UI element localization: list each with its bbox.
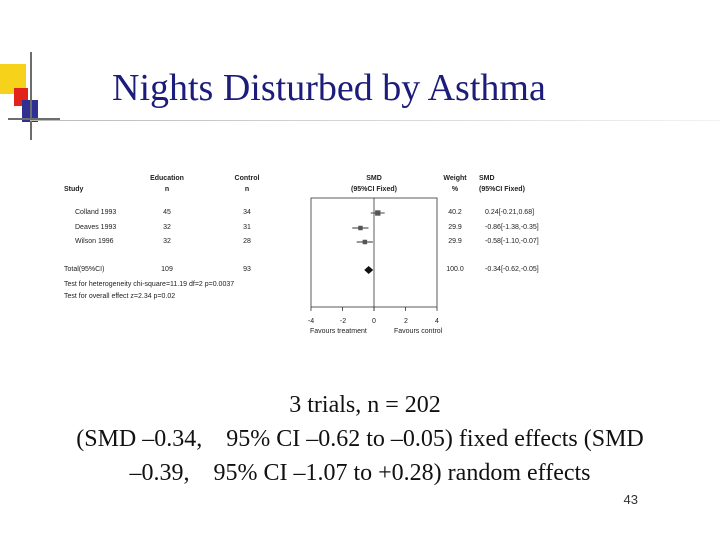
x-tick-label: 2 (404, 318, 408, 325)
summary-trials: 3 trials, n = 202 (289, 392, 441, 418)
study-point (358, 225, 363, 231)
favours-control-label: Favours control (394, 328, 443, 335)
total-weight: 100.0 (446, 266, 464, 273)
header-control: Control (234, 175, 260, 182)
total-education-n: 109 (161, 266, 173, 273)
header-study: Study (64, 186, 84, 193)
study-weight: 40.2 (448, 209, 462, 216)
total-control-n: 93 (243, 266, 251, 273)
x-tick-label: 4 (435, 318, 439, 325)
summary-random-effects: –0.39, 95% CI –1.07 to +0.28) random eff… (129, 460, 591, 486)
header-weight: Weight (443, 175, 467, 182)
favours-treatment-label: Favours treatment (310, 328, 367, 335)
x-tick-label: -2 (339, 318, 347, 325)
header-smd-ci: (95%CI Fixed) (479, 186, 525, 193)
slide-number: 43 (623, 492, 638, 507)
heterogeneity-test: Test for heterogeneity chi-square=11.19 … (64, 281, 235, 288)
study-education-n: 32 (163, 238, 171, 245)
header-smd: SMD (479, 175, 495, 182)
header-control-n: n (244, 186, 250, 193)
study-point (362, 239, 368, 245)
total-name: Total(95%CI) (64, 266, 105, 273)
decorative-vertical-line (30, 52, 32, 140)
study-smd-text: -0.58[-1.10,-0.07] (485, 238, 539, 245)
study-weight: 29.9 (448, 224, 462, 231)
study-smd-text: 0.24[-0.21,0.68] (485, 209, 535, 216)
header-education: Education (150, 175, 184, 182)
study-name: Deaves 1993 (75, 224, 117, 231)
x-tick-label: -4 (307, 318, 315, 325)
slide-title: Nights Disturbed by Asthma (112, 67, 546, 109)
study-name: Wilson 1996 (75, 238, 114, 245)
summary: 3 trials, n = 202 (SMD –0.34, 95% CI –0.… (0, 388, 720, 490)
study-control-n: 31 (243, 224, 251, 231)
study-name: Colland 1993 (75, 209, 117, 216)
summary-fixed-effects: (SMD –0.34, 95% CI –0.62 to –0.05) fixed… (76, 426, 644, 452)
study-control-n: 34 (243, 209, 251, 216)
study-control-n: 28 (243, 238, 251, 245)
total-smd-text: -0.34[-0.62,-0.05] (485, 266, 539, 273)
header-weight-unit: % (451, 186, 459, 193)
study-education-n: 32 (163, 224, 171, 231)
study-education-n: 45 (163, 209, 171, 216)
x-tick-label: 0 (372, 318, 376, 325)
total-diamond (364, 266, 374, 274)
header-smd-plot-ci: (95%CI Fixed) (351, 186, 397, 193)
study-weight: 29.9 (448, 238, 462, 245)
decorative-horizontal-line (8, 118, 60, 120)
header-education-n: n (164, 186, 170, 193)
study-point (375, 210, 381, 216)
study-smd-text: -0.86[-1.38,-0.35] (485, 224, 539, 231)
overall-effect-test: Test for overall effect z=2.34 p=0.02 (64, 293, 176, 300)
header-smd-plot: SMD (366, 175, 382, 182)
title-underline (30, 120, 720, 121)
